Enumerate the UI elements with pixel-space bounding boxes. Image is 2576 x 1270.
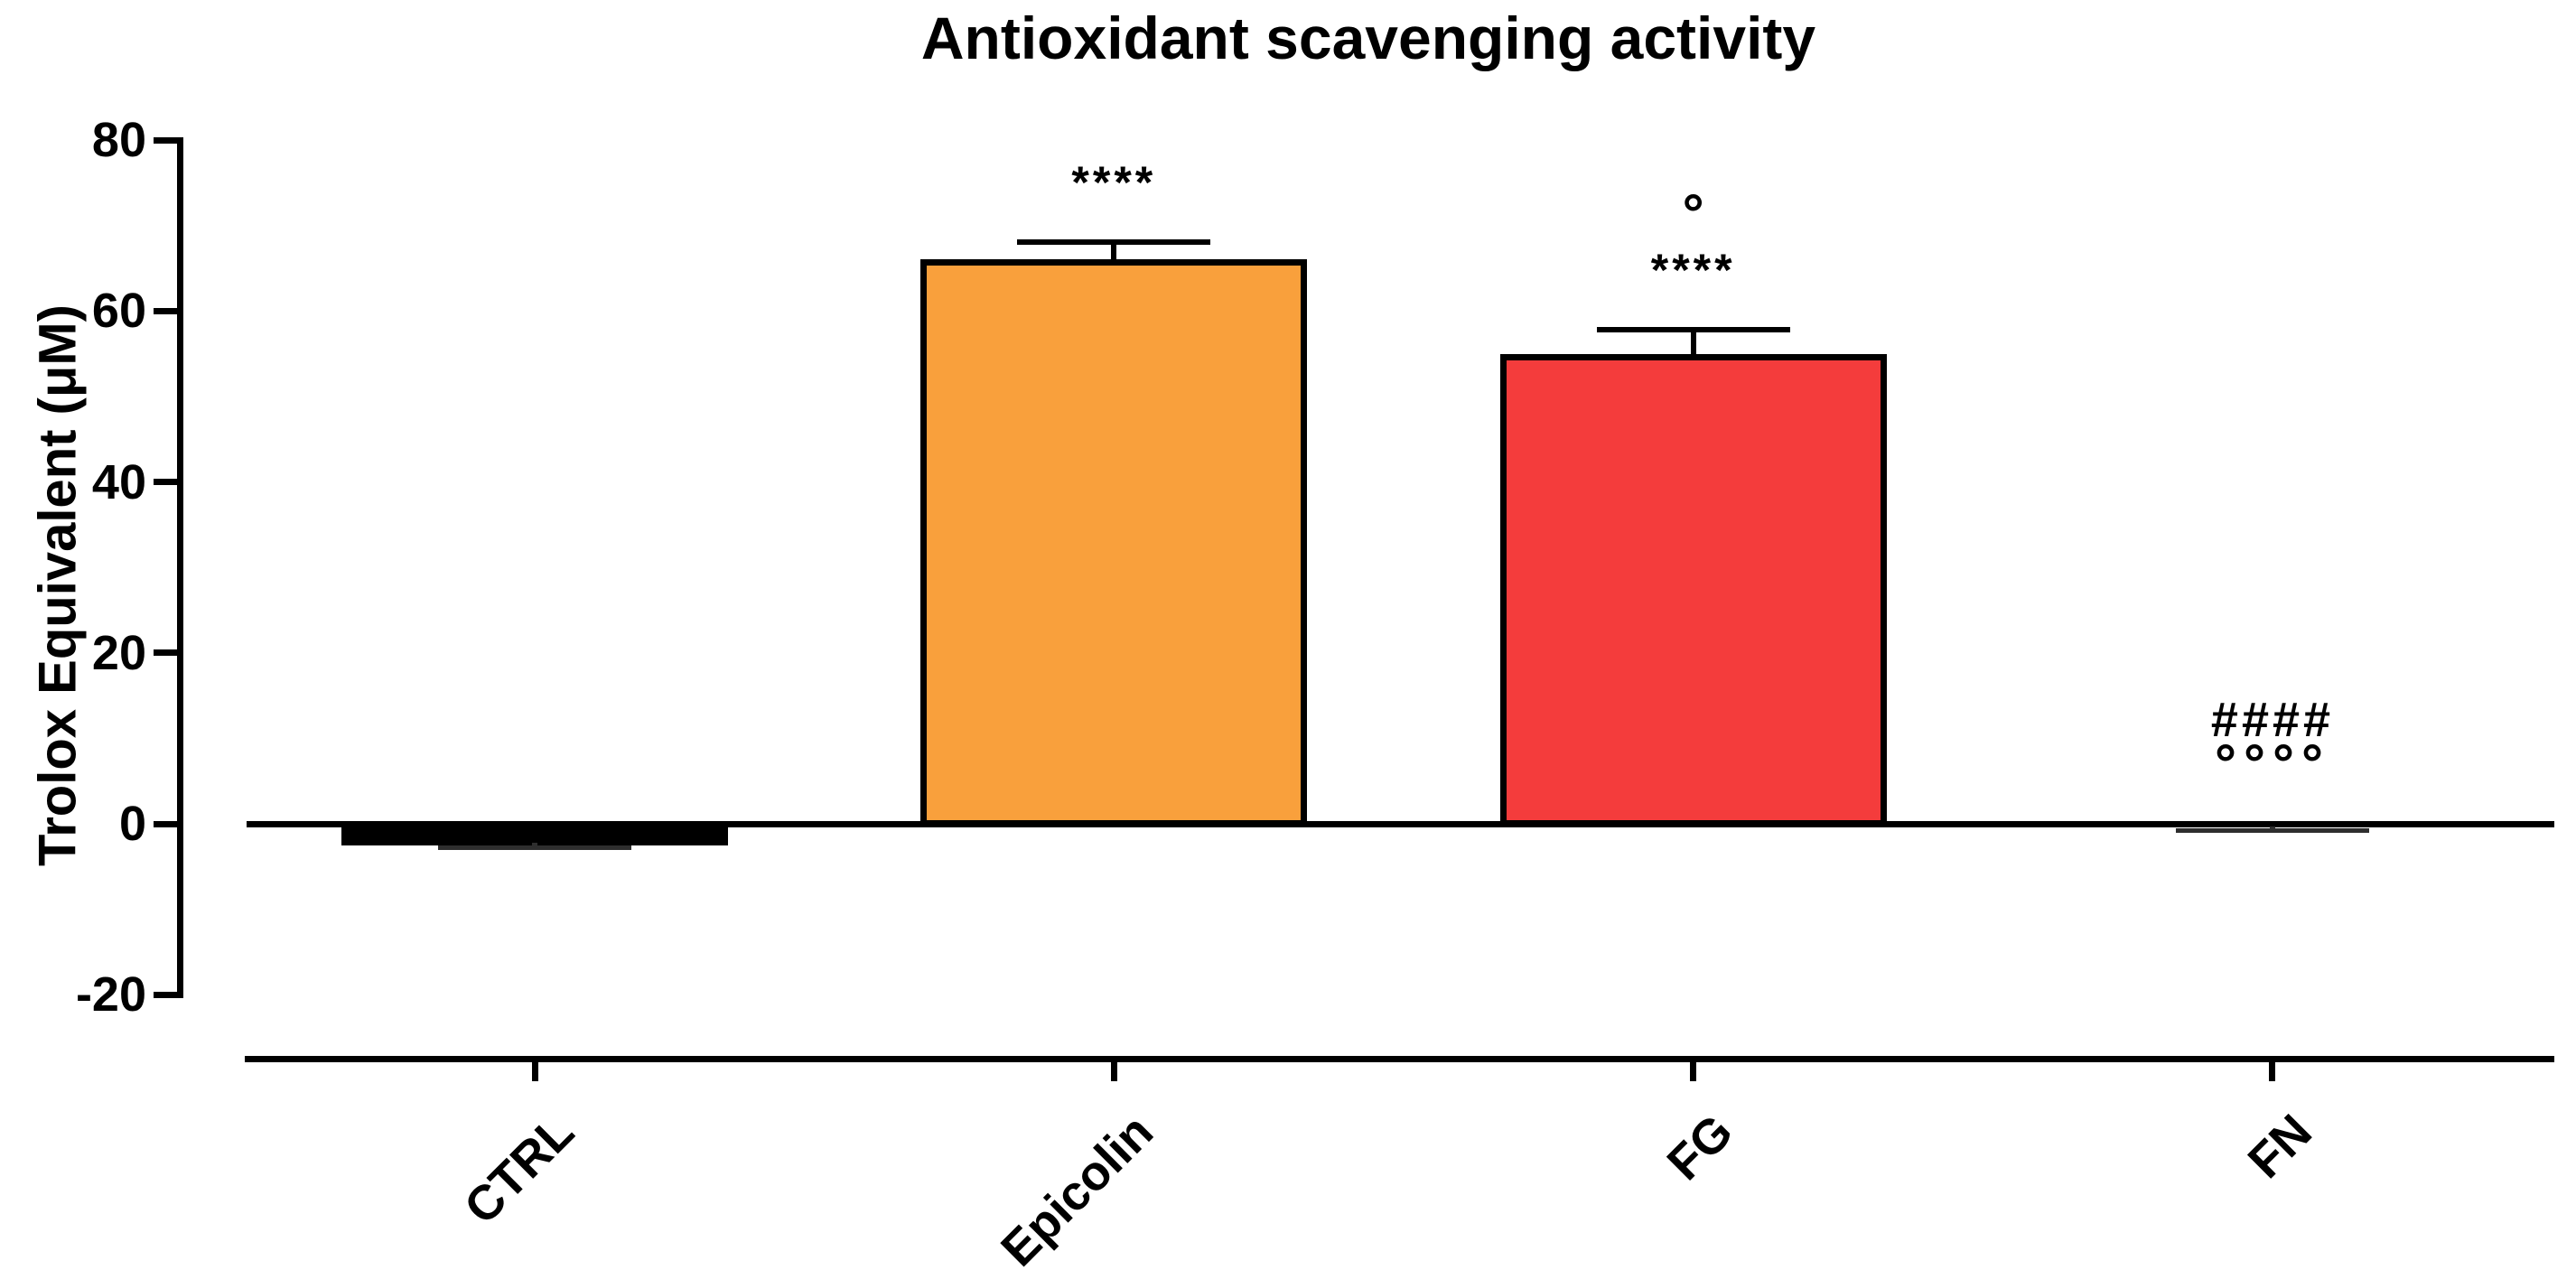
x-tick-label-ctrl: CTRL — [453, 1104, 585, 1235]
bar-fg — [1499, 353, 1887, 827]
y-tick-label-80: 80 — [91, 113, 146, 167]
y-tick-label--20: -20 — [75, 967, 146, 1023]
y-tick — [154, 991, 177, 998]
significance-annotation-epicolin-0: **** — [1071, 156, 1157, 208]
x-tick-label-epicolin: Epicolin — [991, 1104, 1164, 1270]
x-tick-epicolin — [1110, 1061, 1117, 1081]
chart-title: Antioxidant scavenging activity — [920, 5, 1816, 71]
bar-epicolin — [920, 258, 1308, 827]
error-cap-epicolin — [1017, 238, 1211, 245]
y-tick — [154, 136, 177, 144]
significance-annotation-fn-1: #### — [2210, 692, 2335, 747]
y-axis-spine — [177, 136, 183, 998]
significance-annotation-fn-0: °°°° — [2214, 733, 2330, 794]
error-whisker-fg — [1690, 330, 1696, 358]
x-tick-label-fg: FG — [1657, 1104, 1743, 1191]
y-tick-label-20: 20 — [91, 625, 146, 680]
significance-annotation-fg-1: ° — [1682, 183, 1704, 245]
y-tick-label-0: 0 — [118, 797, 146, 851]
y-tick-label-40: 40 — [91, 454, 146, 509]
y-tick-label-60: 60 — [91, 284, 146, 339]
error-cap-fn — [2175, 828, 2369, 834]
y-tick — [154, 649, 177, 657]
x-tick-fn — [2269, 1061, 2276, 1081]
error-cap-ctrl — [438, 845, 631, 851]
x-tick-label-fn: FN — [2237, 1104, 2323, 1189]
y-tick — [154, 479, 177, 485]
y-axis-title: Trolox Equivalent (μM) — [28, 304, 88, 866]
y-tick — [154, 307, 177, 314]
x-tick-ctrl — [531, 1061, 538, 1081]
error-cap-fg — [1596, 327, 1790, 333]
x-tick-fg — [1690, 1061, 1697, 1081]
y-tick — [154, 820, 177, 827]
error-whisker-epicolin — [1111, 241, 1117, 263]
x-axis-line — [245, 1055, 2554, 1062]
error-whisker-ctrl — [532, 842, 537, 848]
significance-annotation-fg-0: **** — [1650, 245, 1736, 296]
zero-baseline — [247, 820, 2554, 827]
